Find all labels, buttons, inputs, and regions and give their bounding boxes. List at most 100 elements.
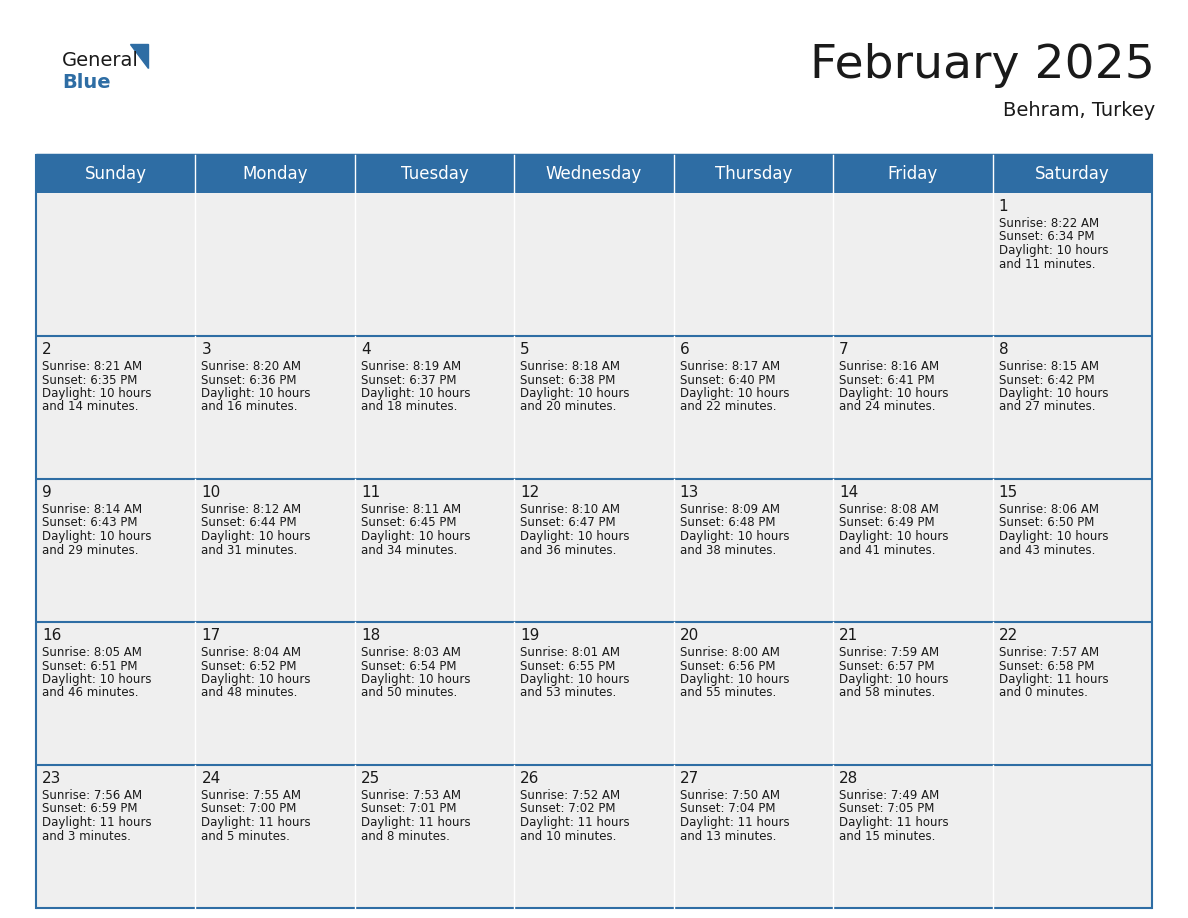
Text: Sunset: 6:58 PM: Sunset: 6:58 PM (999, 659, 1094, 673)
Text: and 8 minutes.: and 8 minutes. (361, 830, 450, 843)
Text: Monday: Monday (242, 165, 308, 183)
Bar (833, 336, 992, 479)
Text: and 15 minutes.: and 15 minutes. (839, 830, 935, 843)
Bar (355, 622, 514, 765)
Text: 14: 14 (839, 485, 859, 500)
Text: 20: 20 (680, 628, 699, 643)
Text: Sunset: 6:37 PM: Sunset: 6:37 PM (361, 374, 456, 386)
Text: Daylight: 10 hours: Daylight: 10 hours (999, 244, 1108, 257)
Bar (674, 765, 833, 908)
Text: and 46 minutes.: and 46 minutes. (42, 687, 139, 700)
Text: Daylight: 10 hours: Daylight: 10 hours (839, 530, 949, 543)
Text: Sunset: 6:44 PM: Sunset: 6:44 PM (202, 517, 297, 530)
Text: Daylight: 10 hours: Daylight: 10 hours (520, 530, 630, 543)
Text: Sunset: 6:45 PM: Sunset: 6:45 PM (361, 517, 456, 530)
Text: 15: 15 (999, 485, 1018, 500)
Text: Sunset: 6:38 PM: Sunset: 6:38 PM (520, 374, 615, 386)
Text: Sunset: 7:04 PM: Sunset: 7:04 PM (680, 802, 776, 815)
Bar (355, 193, 514, 336)
Text: Sunrise: 8:20 AM: Sunrise: 8:20 AM (202, 360, 302, 373)
Text: Sunrise: 8:17 AM: Sunrise: 8:17 AM (680, 360, 779, 373)
Text: and 22 minutes.: and 22 minutes. (680, 400, 776, 413)
Text: Daylight: 11 hours: Daylight: 11 hours (42, 816, 152, 829)
Bar (833, 765, 992, 908)
Text: Thursday: Thursday (715, 165, 792, 183)
Text: Sunset: 7:01 PM: Sunset: 7:01 PM (361, 802, 456, 815)
Text: and 14 minutes.: and 14 minutes. (42, 400, 139, 413)
Text: and 13 minutes.: and 13 minutes. (680, 830, 776, 843)
Bar (36, 479, 196, 622)
Bar (196, 193, 355, 336)
Text: Daylight: 10 hours: Daylight: 10 hours (999, 387, 1108, 400)
Bar (674, 622, 833, 765)
Text: Daylight: 10 hours: Daylight: 10 hours (361, 530, 470, 543)
Text: Daylight: 11 hours: Daylight: 11 hours (361, 816, 470, 829)
Bar (36, 765, 196, 908)
Bar (674, 155, 833, 193)
Text: and 34 minutes.: and 34 minutes. (361, 543, 457, 556)
Text: Wednesday: Wednesday (545, 165, 643, 183)
Text: Sunrise: 7:53 AM: Sunrise: 7:53 AM (361, 789, 461, 802)
Text: 17: 17 (202, 628, 221, 643)
Text: and 29 minutes.: and 29 minutes. (42, 543, 139, 556)
Text: Tuesday: Tuesday (400, 165, 468, 183)
Text: Daylight: 11 hours: Daylight: 11 hours (520, 816, 630, 829)
Text: Sunrise: 8:08 AM: Sunrise: 8:08 AM (839, 503, 939, 516)
Bar (514, 622, 674, 765)
Text: Sunrise: 7:59 AM: Sunrise: 7:59 AM (839, 646, 940, 659)
Text: 27: 27 (680, 771, 699, 786)
Text: and 36 minutes.: and 36 minutes. (520, 543, 617, 556)
Text: 8: 8 (999, 342, 1009, 357)
Text: Sunrise: 8:21 AM: Sunrise: 8:21 AM (42, 360, 143, 373)
Text: Daylight: 10 hours: Daylight: 10 hours (202, 387, 311, 400)
Text: Daylight: 10 hours: Daylight: 10 hours (839, 673, 949, 686)
Text: and 43 minutes.: and 43 minutes. (999, 543, 1095, 556)
Text: and 55 minutes.: and 55 minutes. (680, 687, 776, 700)
Text: Daylight: 10 hours: Daylight: 10 hours (361, 673, 470, 686)
Text: and 38 minutes.: and 38 minutes. (680, 543, 776, 556)
Text: and 27 minutes.: and 27 minutes. (999, 400, 1095, 413)
Text: and 41 minutes.: and 41 minutes. (839, 543, 936, 556)
Text: Daylight: 10 hours: Daylight: 10 hours (520, 387, 630, 400)
Text: Daylight: 10 hours: Daylight: 10 hours (42, 530, 152, 543)
Text: Sunrise: 8:12 AM: Sunrise: 8:12 AM (202, 503, 302, 516)
Text: Sunset: 7:00 PM: Sunset: 7:00 PM (202, 802, 297, 815)
Text: 19: 19 (520, 628, 539, 643)
Bar (36, 155, 196, 193)
Text: Sunset: 6:49 PM: Sunset: 6:49 PM (839, 517, 935, 530)
Text: 7: 7 (839, 342, 848, 357)
Text: Sunrise: 7:50 AM: Sunrise: 7:50 AM (680, 789, 779, 802)
Text: General: General (62, 50, 139, 70)
Text: Sunrise: 8:10 AM: Sunrise: 8:10 AM (520, 503, 620, 516)
Text: Daylight: 10 hours: Daylight: 10 hours (839, 387, 949, 400)
Text: Sunrise: 7:57 AM: Sunrise: 7:57 AM (999, 646, 1099, 659)
Text: 25: 25 (361, 771, 380, 786)
Text: Sunrise: 8:00 AM: Sunrise: 8:00 AM (680, 646, 779, 659)
Text: Sunset: 6:50 PM: Sunset: 6:50 PM (999, 517, 1094, 530)
Text: Daylight: 11 hours: Daylight: 11 hours (202, 816, 311, 829)
Text: Sunrise: 7:52 AM: Sunrise: 7:52 AM (520, 789, 620, 802)
Text: Daylight: 10 hours: Daylight: 10 hours (202, 530, 311, 543)
Text: and 18 minutes.: and 18 minutes. (361, 400, 457, 413)
Bar (992, 622, 1152, 765)
Text: 26: 26 (520, 771, 539, 786)
Text: 4: 4 (361, 342, 371, 357)
Text: 23: 23 (42, 771, 62, 786)
Text: 11: 11 (361, 485, 380, 500)
Text: Sunrise: 8:16 AM: Sunrise: 8:16 AM (839, 360, 940, 373)
Text: and 5 minutes.: and 5 minutes. (202, 830, 290, 843)
Bar (992, 193, 1152, 336)
Text: and 31 minutes.: and 31 minutes. (202, 543, 298, 556)
Text: Sunrise: 7:55 AM: Sunrise: 7:55 AM (202, 789, 302, 802)
Text: 16: 16 (42, 628, 62, 643)
Text: Behram, Turkey: Behram, Turkey (1003, 100, 1155, 119)
Text: Daylight: 10 hours: Daylight: 10 hours (520, 673, 630, 686)
Bar (196, 336, 355, 479)
Text: Sunset: 7:05 PM: Sunset: 7:05 PM (839, 802, 935, 815)
Text: Sunrise: 8:15 AM: Sunrise: 8:15 AM (999, 360, 1099, 373)
Text: Sunset: 6:48 PM: Sunset: 6:48 PM (680, 517, 776, 530)
Bar (514, 193, 674, 336)
Text: Sunrise: 8:18 AM: Sunrise: 8:18 AM (520, 360, 620, 373)
Bar (355, 155, 514, 193)
Text: and 24 minutes.: and 24 minutes. (839, 400, 936, 413)
